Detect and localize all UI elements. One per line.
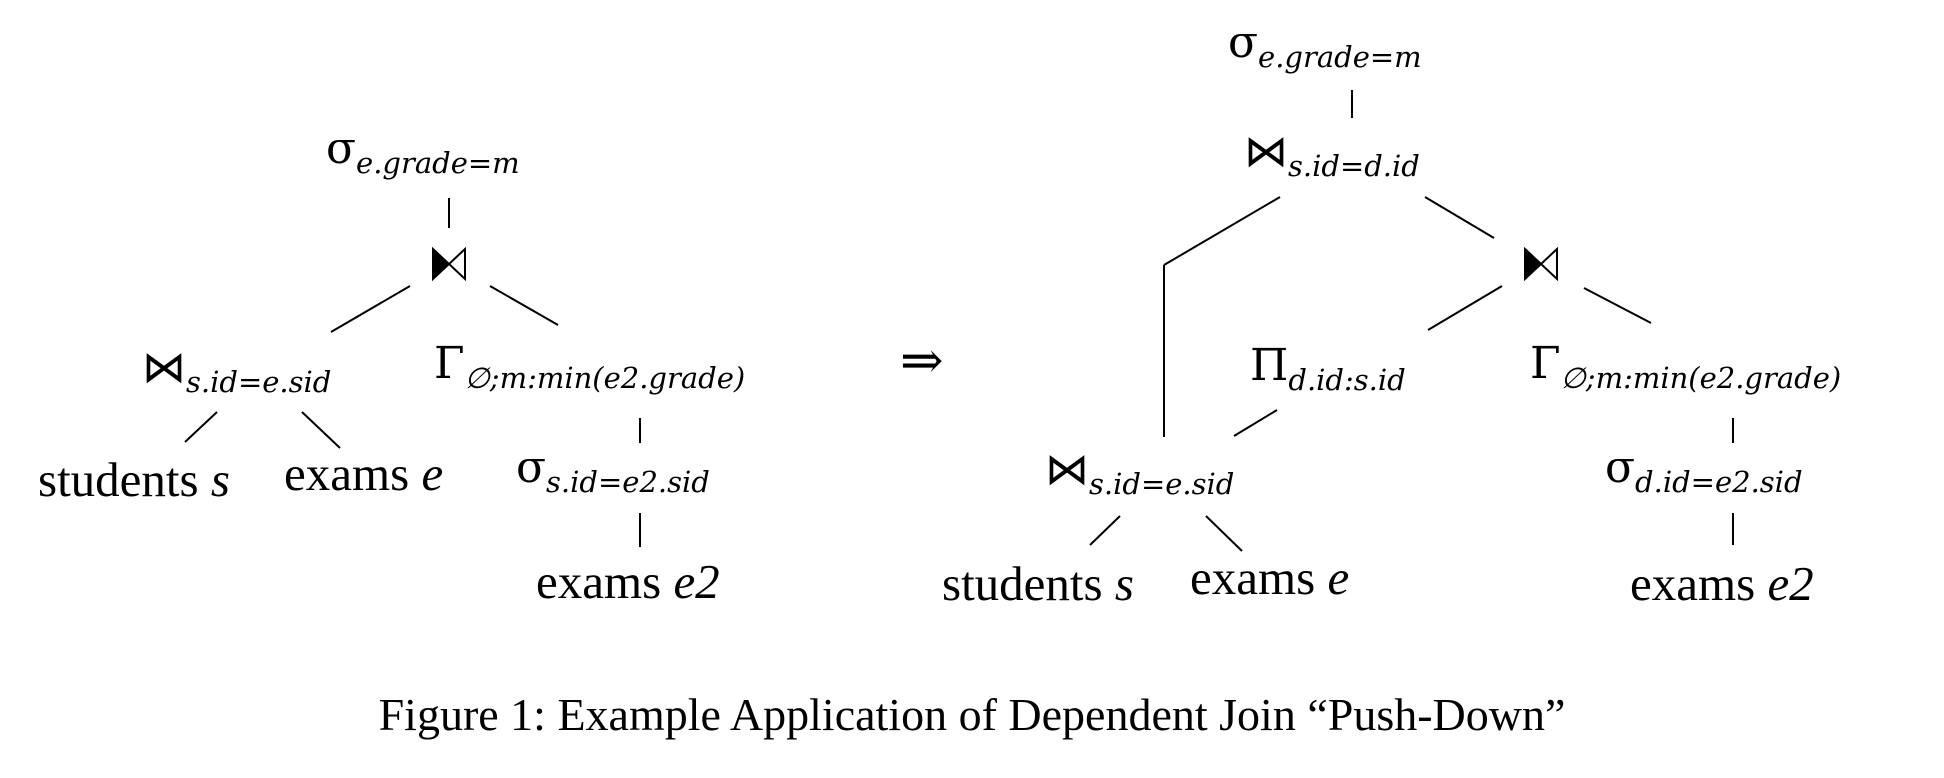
join-node: ⋈s.id=d.id [1244, 126, 1420, 183]
relation-leaf: exams e [284, 446, 443, 501]
edge [301, 411, 341, 449]
projection-node: Πd.id:s.id [1250, 340, 1406, 397]
relation-leaf: exams e2 [1630, 556, 1814, 611]
edge [1089, 515, 1121, 546]
edge [1233, 409, 1278, 437]
join-node: ⋈s.id=e.sid [1045, 444, 1234, 501]
selection-node: σe.grade=m [326, 123, 520, 180]
selection-node: σd.id=e2.sid [1605, 442, 1803, 499]
join-node: ⋈s.id=e.sid [142, 342, 331, 399]
selection-node: σe.grade=m [1228, 17, 1422, 74]
transformation-arrow-icon: ⇒ [900, 331, 944, 391]
edge [184, 411, 218, 443]
left-tree: σe.grade=m ⋈ ⋈s.id=e.sid Γ∅;m:min(e2.gra… [38, 123, 745, 609]
selection-node: σs.id=e2.sid [516, 442, 710, 499]
aggregation-node: Γ∅;m:min(e2.grade) [434, 338, 745, 395]
edge [330, 285, 411, 333]
relation-leaf: exams e2 [536, 554, 720, 609]
edge [1424, 196, 1495, 239]
aggregation-node: Γ∅;m:min(e2.grade) [1530, 338, 1841, 395]
edge [1205, 515, 1243, 552]
edge [1427, 285, 1503, 331]
relation-leaf: students s [942, 556, 1134, 611]
figure-caption: Figure 1: Example Application of Depende… [378, 689, 1566, 740]
edge [1583, 287, 1652, 324]
dependent-join-node: ⋈ [1524, 246, 1558, 282]
edge [489, 285, 559, 326]
relation-leaf: students s [38, 452, 230, 507]
right-tree: σe.grade=m ⋈s.id=d.id ⋈ Πd.id:s.id Γ∅;m:… [942, 17, 1841, 611]
query-plan-diagram: σe.grade=m ⋈ ⋈s.id=e.sid Γ∅;m:min(e2.gra… [38, 17, 1841, 611]
dependent-join-node: ⋈ [432, 246, 466, 282]
edge [1163, 196, 1281, 266]
relation-leaf: exams e [1190, 550, 1349, 605]
